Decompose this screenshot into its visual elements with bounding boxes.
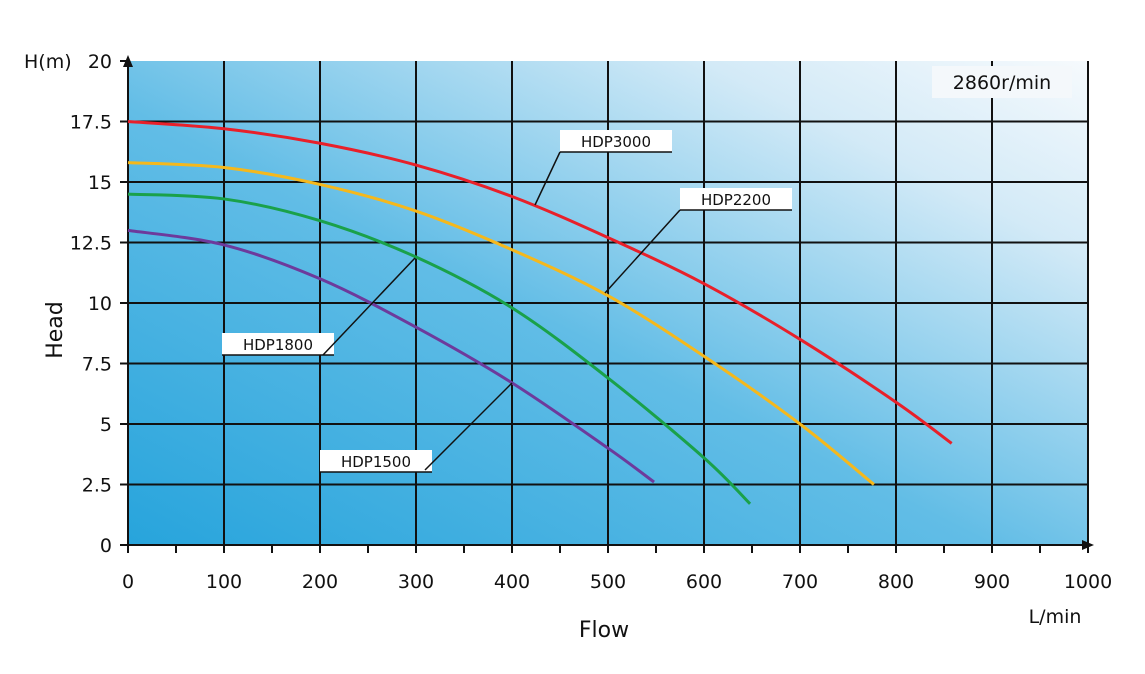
- y-unit-label: H(m): [24, 51, 72, 73]
- y-axis-title: Head: [43, 301, 68, 359]
- y-tick-label: 17.5: [70, 112, 112, 134]
- x-tick-label: 100: [206, 571, 242, 593]
- svg-text:2860r/min: 2860r/min: [953, 72, 1051, 94]
- y-tick-label: 15: [88, 172, 112, 194]
- x-axis-title: Flow: [579, 618, 629, 643]
- x-tick-label: 1000: [1064, 571, 1112, 593]
- series-lines: [127, 120, 953, 505]
- speed-annotation: 2860r/min: [932, 66, 1072, 98]
- series-line-hdp1500: [127, 228, 655, 484]
- y-tick-label: 12.5: [70, 233, 112, 255]
- y-axis-arrow: [123, 55, 133, 67]
- x-axis-arrow: [1082, 540, 1094, 550]
- series-line-hdp2200: [127, 161, 875, 486]
- x-tick-label: 800: [878, 571, 914, 593]
- x-unit-label: L/min: [1029, 606, 1082, 628]
- series-label-box: [222, 333, 334, 355]
- y-tick-label: 10: [88, 293, 112, 315]
- y-tick-label: 20: [88, 51, 112, 73]
- x-tick-label: 300: [398, 571, 434, 593]
- series-label: HDP2200: [701, 191, 771, 209]
- leader-line: [424, 382, 513, 471]
- series-label: HDP1800: [243, 336, 313, 354]
- series-label-box: [560, 130, 672, 152]
- x-tick-label: 500: [590, 571, 626, 593]
- y-tick-label: 2.5: [82, 475, 112, 497]
- x-tick-label: 900: [974, 571, 1010, 593]
- series-line-hdp1800: [127, 192, 752, 505]
- leader-line: [604, 209, 681, 294]
- leader-line: [534, 151, 561, 206]
- series-labels: HDP3000 HDP2200 HDP1800 HDP1500: [222, 130, 792, 473]
- x-tick-label: 0: [122, 571, 134, 593]
- series-label-box: [680, 188, 792, 210]
- x-tick-label: 400: [494, 571, 530, 593]
- grid: [128, 61, 1089, 545]
- axes: 0 100 200 300 400 500 600 700 800 900 1000 0 2.5 5 7.5…: [70, 51, 1112, 593]
- x-tick-label: 700: [782, 571, 818, 593]
- series-line-hdp3000: [127, 120, 953, 445]
- leader-line: [322, 257, 416, 356]
- series-label-box: [320, 450, 432, 472]
- series-label: HDP1500: [341, 453, 411, 471]
- y-tick-label: 5: [100, 414, 112, 436]
- series-label: HDP3000: [581, 133, 651, 151]
- x-tick-label: 600: [686, 571, 722, 593]
- y-tick-label: 0: [100, 535, 112, 557]
- x-tick-label: 200: [302, 571, 338, 593]
- y-tick-label: 7.5: [82, 354, 112, 376]
